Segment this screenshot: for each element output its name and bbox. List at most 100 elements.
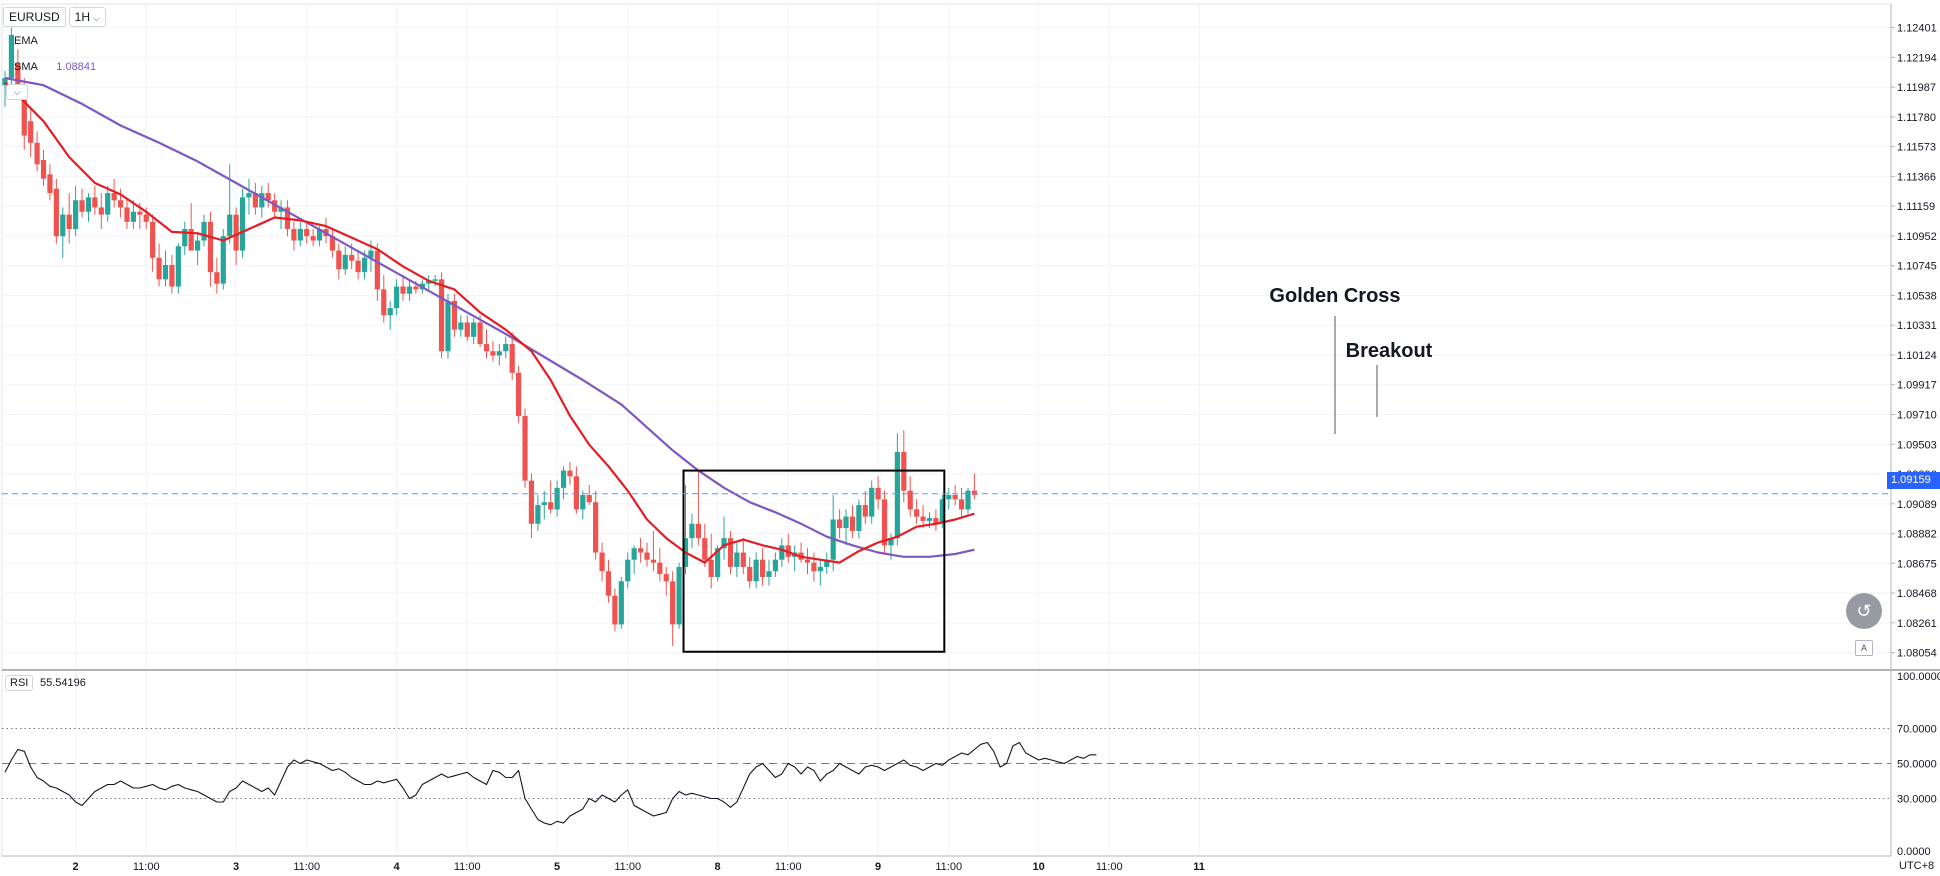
candle-body: [759, 559, 766, 577]
candle-body: [875, 487, 881, 500]
candle-body: [676, 566, 682, 625]
candle-body: [278, 207, 284, 212]
candle-body: [169, 264, 175, 287]
candle-body: [721, 538, 727, 549]
y-tick-label: 1.09710: [1897, 410, 1937, 422]
y-tick-label: 1.11573: [1897, 142, 1936, 154]
candle-body: [381, 289, 387, 316]
candle-body: [509, 344, 515, 373]
rsi-y-tick-label: 100.0000: [1897, 671, 1940, 683]
candle-body: [881, 499, 888, 546]
candle-body: [734, 552, 740, 567]
symbol-label: EURUSD: [9, 10, 60, 24]
candle-body: [188, 229, 194, 251]
candle-body: [15, 63, 21, 93]
candle-body: [715, 548, 721, 577]
sma-line: [4, 76, 975, 558]
sma-label: SMA: [14, 61, 38, 73]
x-tick-label: 11:00: [935, 861, 962, 873]
candle-body: [862, 505, 868, 517]
candle-body: [695, 523, 701, 539]
candle-body: [117, 200, 124, 208]
candle-body: [195, 240, 201, 251]
candle-body: [73, 200, 79, 230]
x-tick-label: 11: [1193, 861, 1205, 873]
x-tick-label: 3: [233, 861, 239, 873]
candle-body: [406, 286, 413, 294]
candle-body: [952, 495, 958, 500]
candle-body: [535, 505, 541, 524]
candle-body: [182, 229, 188, 247]
candle-body: [837, 519, 843, 529]
candle-body: [150, 221, 156, 258]
candle-body: [92, 197, 98, 208]
y-tick-label: 1.08882: [1897, 529, 1937, 541]
candle-body: [644, 552, 650, 560]
consolidation-box: [682, 469, 946, 653]
candle-body: [432, 279, 438, 281]
candle-body: [47, 174, 53, 194]
candle-body: [894, 451, 900, 539]
candle-body: [21, 92, 27, 136]
auto-scale-button[interactable]: A: [1855, 640, 1873, 656]
reset-chart-button[interactable]: ↺: [1846, 593, 1882, 629]
candle-body: [349, 254, 355, 261]
candle-body: [605, 571, 612, 596]
x-tick-label: 2: [73, 861, 79, 873]
y-tick-label: 1.09089: [1897, 499, 1937, 511]
x-tick-label: 4: [394, 861, 401, 873]
rsi-legend[interactable]: RSI: [5, 675, 34, 691]
candle-body: [201, 221, 207, 241]
interval-chip[interactable]: 1H ⌵: [68, 7, 106, 27]
candle-body: [753, 559, 759, 582]
sma-legend[interactable]: SMA 1.08841: [14, 61, 96, 73]
ema-legend[interactable]: EMA: [14, 35, 38, 47]
rsi-y-tick-label: 0.0000: [1897, 846, 1931, 858]
candle-body: [53, 188, 59, 237]
rsi-y-tick-label: 70.0000: [1897, 724, 1937, 736]
candle-body: [888, 538, 894, 546]
y-tick-label: 1.08675: [1897, 558, 1937, 570]
candle-body: [130, 211, 136, 222]
candle-body: [28, 121, 34, 143]
candle-body: [811, 562, 817, 572]
rsi-label: RSI: [10, 677, 29, 689]
golden-cross-label: Golden Cross: [1269, 285, 1400, 307]
y-tick-label: 1.10124: [1897, 350, 1937, 362]
candle-body: [451, 300, 457, 330]
candle-body: [817, 566, 823, 572]
candles: [2, 27, 978, 646]
y-tick-label: 1.08261: [1897, 618, 1937, 630]
candle-body: [291, 229, 297, 241]
candle-body: [747, 566, 753, 582]
y-tick-label: 1.10331: [1897, 320, 1937, 332]
candle-body: [631, 548, 637, 560]
candle-body: [355, 260, 361, 273]
candle-body: [246, 193, 252, 198]
ema-label: EMA: [14, 35, 38, 47]
candle-body: [824, 559, 830, 567]
candle-body: [214, 272, 220, 284]
candle-body: [637, 548, 644, 553]
candle-body: [374, 250, 380, 290]
candle-body: [413, 286, 419, 290]
candle-body: [464, 322, 470, 337]
symbol-chip[interactable]: EURUSD: [3, 7, 66, 27]
y-tick-label: 1.09917: [1897, 380, 1937, 392]
y-tick-label: 1.10952: [1897, 231, 1937, 243]
candle-body: [541, 502, 547, 506]
candle-body: [554, 487, 560, 510]
candle-body: [60, 214, 66, 237]
candle-body: [438, 279, 445, 352]
candle-body: [548, 502, 554, 510]
candle-body: [252, 193, 258, 208]
candle-body: [727, 538, 734, 567]
candle-body: [869, 487, 875, 517]
legend-collapse-button[interactable]: ⌵: [6, 84, 28, 100]
candle-body: [907, 490, 913, 510]
plot-frame: [1, 3, 1892, 857]
candle-body: [239, 197, 246, 251]
timezone-label[interactable]: UTC+8: [1899, 860, 1935, 872]
